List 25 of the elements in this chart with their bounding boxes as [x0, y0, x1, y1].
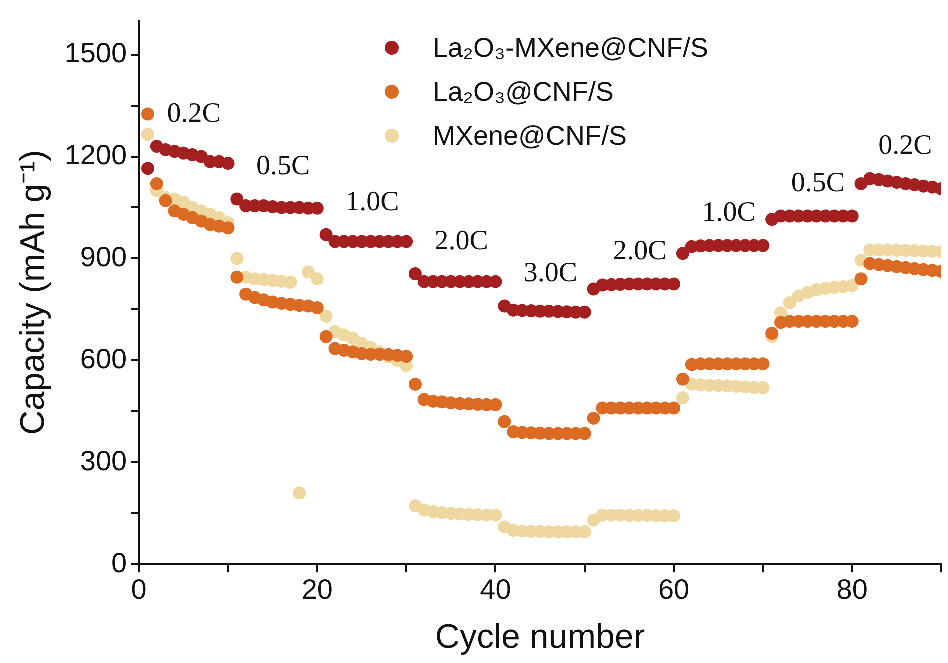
legend-label: MXene@CNF/S	[433, 120, 627, 152]
x-tick-label: 80	[836, 574, 868, 606]
y-tick-label: 1500	[64, 38, 128, 69]
annotation: 2.0C	[434, 225, 488, 256]
x-tick-label: 0	[131, 574, 147, 606]
x-tick-label: 20	[302, 574, 333, 606]
legend-label: La₂O₃@CNF/S	[433, 76, 614, 108]
y-tick-label: 900	[80, 241, 128, 272]
annotation: 2.0C	[613, 236, 667, 267]
y-tick-label: 1200	[64, 139, 128, 170]
annotation: 1.0C	[346, 186, 400, 218]
annotation: 0.2C	[878, 130, 932, 162]
annotation: 0.5C	[791, 168, 846, 199]
y-tick-label: 0	[112, 547, 128, 578]
x-tick-label: 60	[658, 574, 690, 606]
annotation: 0.5C	[256, 150, 310, 182]
annotation: 0.2C	[167, 98, 221, 129]
annotation: 1.0C	[702, 197, 756, 228]
annotation: 3.0C	[524, 258, 578, 289]
y-axis-title: Capacity (mAh g⁻¹)	[14, 150, 52, 436]
y-tick-label: 600	[80, 343, 128, 374]
legend-label: La₂O₃-MXene@CNF/S	[433, 32, 708, 64]
y-tick-label: 300	[80, 445, 128, 476]
x-tick-label: 40	[480, 574, 512, 606]
x-axis-title: Cycle number	[435, 618, 646, 656]
